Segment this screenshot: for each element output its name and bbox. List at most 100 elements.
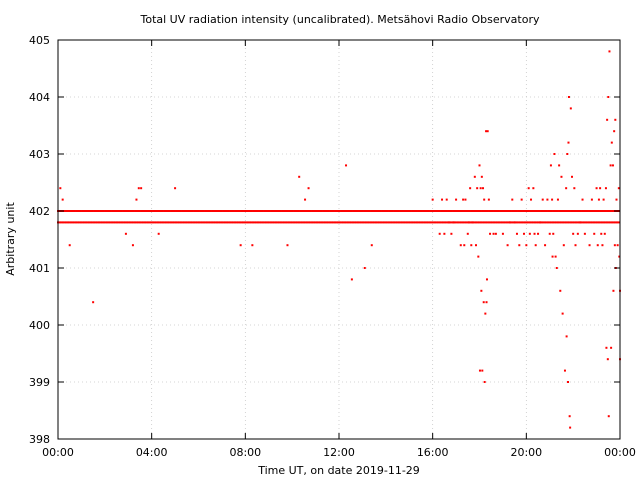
data-point (534, 210, 536, 212)
data-point (263, 221, 266, 224)
data-point (319, 210, 322, 212)
data-point (371, 210, 374, 212)
data-point (160, 221, 163, 224)
data-point (506, 221, 509, 224)
data-point (566, 153, 569, 155)
data-point (528, 232, 531, 235)
data-point (384, 221, 387, 224)
data-point (388, 221, 391, 224)
data-point (415, 210, 418, 212)
data-point (597, 221, 600, 224)
data-point (260, 210, 263, 212)
data-point (604, 210, 607, 212)
data-point (607, 210, 610, 212)
data-point (574, 210, 577, 212)
data-point (579, 221, 582, 224)
data-point (304, 210, 307, 212)
data-point (438, 210, 441, 212)
data-point (306, 210, 309, 212)
data-point (216, 221, 218, 224)
data-point (609, 164, 612, 167)
data-point (250, 210, 253, 212)
data-point (116, 221, 119, 224)
data-point (535, 221, 538, 224)
data-point (135, 221, 138, 224)
data-point (613, 130, 616, 133)
data-point (124, 210, 127, 212)
x-tick-label: 16:00 (417, 446, 449, 459)
data-point (268, 210, 271, 212)
data-point (524, 210, 527, 212)
data-point (204, 210, 207, 212)
data-point (275, 221, 278, 224)
data-point (507, 210, 510, 212)
data-point (556, 221, 559, 224)
data-point (565, 221, 568, 224)
data-point (558, 164, 561, 167)
x-tick-label: 00:00 (604, 446, 636, 459)
data-point (533, 232, 536, 235)
data-point (268, 221, 271, 224)
data-point (171, 210, 174, 212)
data-point (506, 210, 509, 212)
x-tick-label: 04:00 (136, 446, 168, 459)
data-point (347, 221, 350, 224)
data-point (401, 210, 404, 212)
data-point (488, 210, 491, 212)
data-point (58, 221, 61, 224)
data-point (206, 210, 209, 212)
data-point (614, 118, 617, 121)
data-point (532, 221, 535, 224)
data-point (307, 221, 310, 224)
data-point (494, 232, 497, 235)
data-point (168, 221, 171, 224)
data-point (184, 221, 187, 224)
data-point (612, 289, 615, 292)
y-tick-label: 400 (29, 319, 50, 332)
data-point (255, 210, 258, 212)
data-point (455, 210, 458, 212)
data-point (525, 244, 528, 247)
data-point (212, 210, 215, 212)
data-point (196, 221, 199, 224)
data-point (165, 221, 168, 224)
data-point (566, 210, 569, 212)
data-point (473, 221, 476, 224)
data-point (301, 221, 304, 224)
data-point (284, 210, 287, 212)
data-point (565, 210, 568, 212)
data-point (131, 244, 134, 247)
data-point (432, 221, 435, 224)
data-point (332, 221, 335, 224)
data-point (112, 221, 115, 224)
data-point (145, 210, 148, 212)
data-point (204, 221, 207, 224)
data-point (315, 221, 318, 224)
data-point (530, 198, 533, 201)
data-point (101, 221, 104, 224)
data-point (102, 210, 105, 212)
data-point (415, 221, 418, 224)
data-point (569, 107, 572, 110)
x-tick-label: 12:00 (323, 446, 355, 459)
data-point (485, 130, 488, 133)
data-point (478, 210, 481, 212)
data-point (61, 198, 64, 201)
data-point (186, 221, 189, 224)
data-point (499, 210, 502, 212)
data-point (239, 244, 242, 247)
data-point (606, 210, 609, 212)
data-point (66, 221, 69, 224)
data-point (476, 221, 479, 224)
data-point (327, 221, 330, 224)
data-point (122, 210, 125, 212)
data-point (617, 187, 620, 190)
data-point (548, 232, 551, 235)
data-point (539, 221, 542, 224)
y-tick-label: 401 (29, 262, 50, 275)
data-point (474, 221, 477, 224)
data-point (158, 210, 161, 212)
data-point (79, 221, 82, 224)
